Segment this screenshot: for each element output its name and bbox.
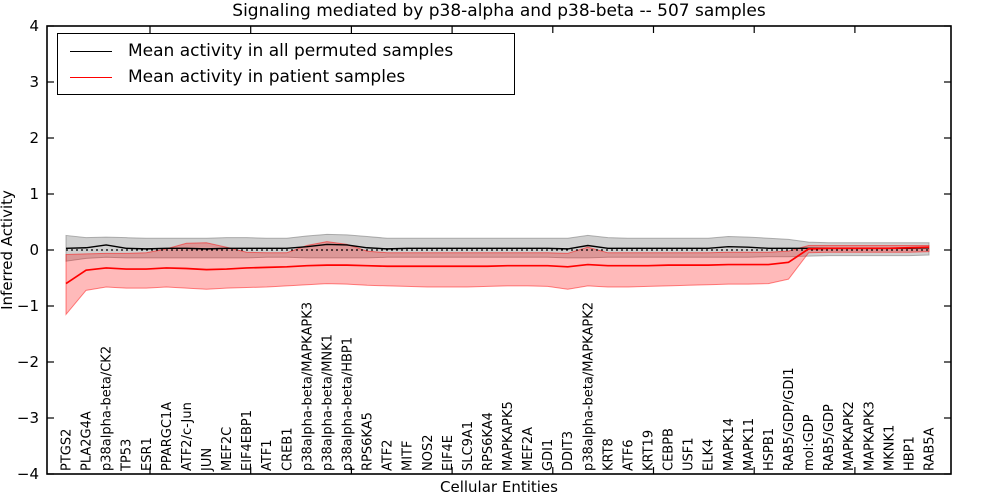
x-tick-label: RAB5A (923, 427, 938, 471)
plot-area (65, 233, 930, 316)
y-tick-label: 2 (29, 129, 39, 147)
legend-label-patient: Mean activity in patient samples (128, 67, 406, 87)
x-tick-label: ATF1 (260, 439, 275, 471)
x-tick-label: EIF4EBP1 (240, 410, 255, 471)
x-tick-label: KRT8 (601, 438, 616, 471)
x-tick-label: ATF6 (621, 439, 636, 471)
permuted-mean-line (65, 243, 930, 250)
x-tick-label: MEF2A (521, 427, 536, 471)
y-tick-label: −4 (17, 465, 39, 483)
x-tick-label: NOS2 (421, 435, 436, 471)
x-tick-label: RAB5/GDP (822, 404, 837, 471)
x-tick-label: ESR1 (140, 437, 155, 471)
x-tick-label: mol:GDP (802, 414, 817, 471)
x-tick-label: p38alpha-beta/HBP1 (340, 337, 355, 471)
y-axis-label: Inferred Activity (0, 190, 16, 310)
x-tick-label: DDIT3 (561, 431, 576, 471)
x-tick-label: MAPKAPK5 (501, 401, 516, 471)
x-tick-label: TP53 (120, 439, 135, 472)
x-tick-label: HBP1 (902, 436, 917, 471)
x-tick-label: ATF2/c-Jun (180, 402, 195, 471)
x-tick-label: CREB1 (280, 427, 295, 471)
x-tick-label: CEBPB (662, 428, 677, 471)
y-tick-label: 1 (29, 185, 39, 203)
y-tick-label: 0 (29, 241, 39, 259)
x-tick-label: MKNK1 (882, 425, 897, 471)
y-tick-label: 3 (29, 73, 39, 91)
x-tick-label: GDI1 (541, 439, 556, 471)
patient-confidence-band (65, 241, 930, 316)
patient-mean-line (65, 246, 930, 285)
x-tick-label: USF1 (682, 437, 697, 471)
legend-label-permuted: Mean activity in all permuted samples (128, 41, 454, 61)
x-tick-label: p38alpha-beta/CK2 (100, 346, 115, 471)
legend-box: Mean activity in all permuted samples Me… (57, 33, 515, 95)
x-tick-label: MAPKAPK2 (842, 401, 857, 471)
x-tick-label: RAB5/GDP/GDI1 (782, 368, 797, 471)
x-tick-label: KRT19 (642, 430, 657, 471)
x-tick-label: p38alpha-beta/MAPKAPK3 (300, 302, 315, 471)
x-tick-label: ELK4 (702, 439, 717, 471)
x-tick-label: RPS6KA5 (361, 412, 376, 471)
x-tick-label: MAPK11 (742, 418, 757, 471)
x-tick-label: RPS6KA4 (481, 412, 496, 471)
chart-title: Signaling mediated by p38-alpha and p38-… (232, 1, 766, 21)
x-tick-label: MAPKAPK3 (862, 401, 877, 471)
x-tick-label: PTGS2 (60, 429, 75, 471)
axes: −4 −3 −2 −1 0 1 2 3 4 PTGS2 PLA2G4A p38alpha-beta/C… (17, 17, 952, 483)
legend-item-patient: Mean activity in patient samples (58, 64, 514, 90)
x-tick-label: p38alpha-beta/MAPKAPK2 (581, 302, 596, 471)
x-tick-label: MITF (401, 441, 416, 471)
x-tick-label: MEF2C (220, 427, 235, 471)
y-tick-label: −3 (17, 409, 39, 427)
x-tick-label: JUN (200, 448, 215, 472)
x-tick-label: ATF2 (381, 439, 396, 471)
legend-item-permuted: Mean activity in all permuted samples (58, 38, 514, 64)
y-tick-label: −1 (17, 297, 39, 315)
x-tick-label: EIF4E (441, 435, 456, 471)
permuted-line-swatch (70, 50, 112, 52)
y-tick-label: −2 (17, 353, 39, 371)
x-tick-label: PPARGC1A (160, 402, 175, 471)
x-tick-label: MAPK14 (722, 418, 737, 471)
y-tick-label: 4 (29, 17, 39, 35)
x-tick-label: SLC9A1 (461, 421, 476, 471)
x-tick-label: PLA2G4A (80, 411, 95, 471)
x-tick-label: p38alpha-beta/MNK1 (320, 334, 335, 471)
patient-line-swatch (70, 76, 112, 78)
x-tick-label: HSPB1 (762, 428, 777, 471)
x-axis-label: Cellular Entities (440, 478, 558, 496)
